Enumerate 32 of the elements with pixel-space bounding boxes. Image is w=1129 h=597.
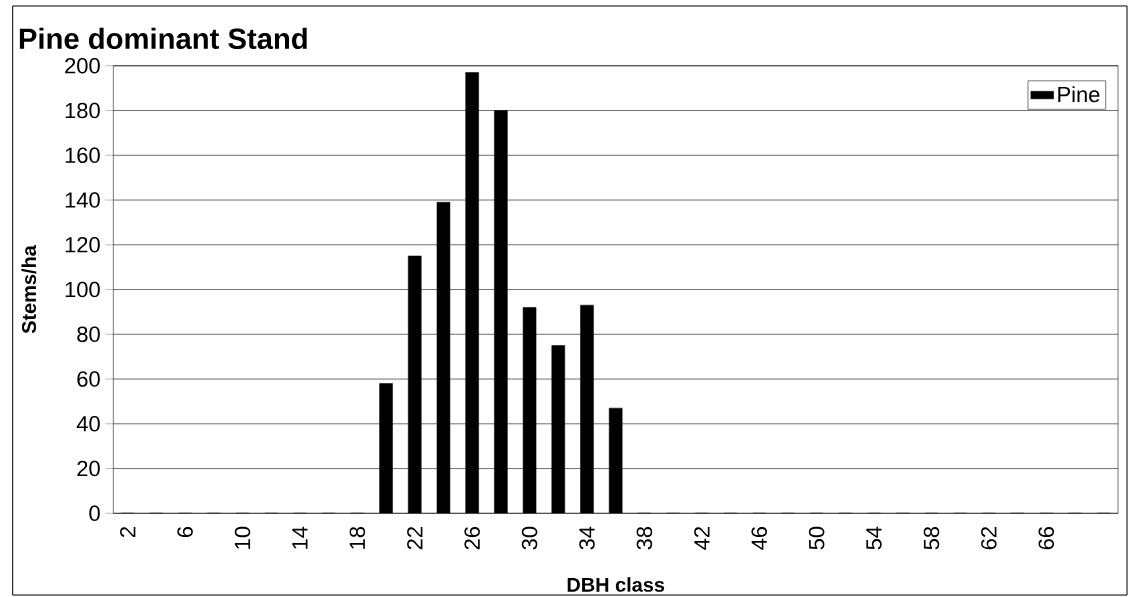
x-axis-title: DBH class <box>567 577 665 592</box>
x-tick-label: 30 <box>521 526 538 550</box>
y-tick-label: 80 <box>77 326 100 343</box>
x-tick-label: 38 <box>636 526 653 550</box>
y-tick-label: 20 <box>77 460 100 477</box>
y-tick-label: 200 <box>65 57 100 74</box>
y-tick-label: 60 <box>77 371 100 387</box>
y-tick-label: 160 <box>65 147 100 164</box>
y-axis-title: Stems/ha <box>21 245 37 334</box>
x-tick-label: 26 <box>464 526 480 550</box>
x-tick-label: 6 <box>177 526 193 538</box>
x-tick-label: 42 <box>694 527 710 550</box>
x-tick-label: 18 <box>349 526 366 549</box>
y-tick-label: 140 <box>65 192 100 208</box>
x-tick-label: 58 <box>923 526 940 550</box>
x-tick-label: 34 <box>579 526 595 550</box>
x-tick-label: 66 <box>1038 526 1055 550</box>
x-tick-label: 50 <box>808 526 825 550</box>
y-tick-label: 120 <box>65 237 100 253</box>
y-tick-label: 100 <box>65 281 100 298</box>
x-tick-label: 62 <box>981 527 997 550</box>
x-tick-label: 54 <box>866 526 882 550</box>
x-tick-label: 22 <box>407 527 423 550</box>
x-tick-label: 10 <box>234 526 251 549</box>
x-tick-label: 2 <box>120 527 136 538</box>
x-tick-label: 46 <box>751 526 767 550</box>
y-tick-label: 180 <box>65 102 100 119</box>
y-tick-label: 0 <box>89 505 100 522</box>
y-tick-label: 40 <box>76 416 100 432</box>
chart-title: Pine dominant Stand <box>19 27 307 50</box>
x-tick-label: 14 <box>292 526 308 549</box>
legend-label: Pine <box>1058 86 1100 103</box>
